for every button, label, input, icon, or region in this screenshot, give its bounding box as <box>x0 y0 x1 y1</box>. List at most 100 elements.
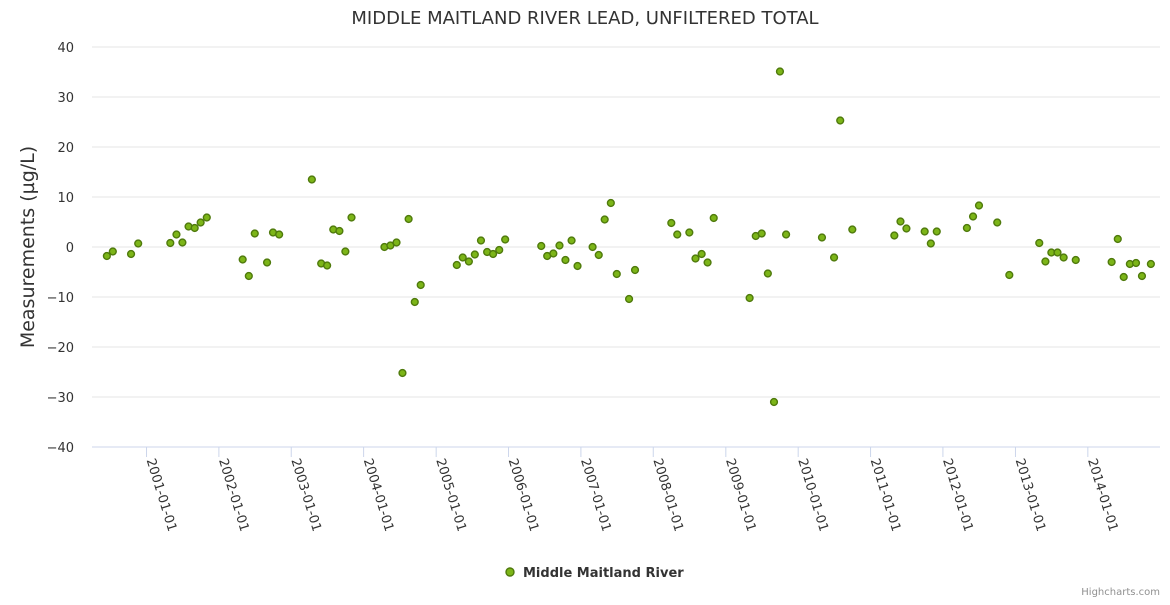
data-point[interactable] <box>594 250 603 260</box>
data-point[interactable] <box>817 233 827 242</box>
data-point[interactable] <box>392 238 401 247</box>
data-point[interactable] <box>404 214 413 224</box>
data-point[interactable] <box>1059 253 1068 262</box>
x-tick-label: 2011-01-01 <box>867 457 903 534</box>
data-point[interactable] <box>600 215 609 224</box>
data-point[interactable] <box>307 175 316 184</box>
data-point[interactable] <box>196 218 205 227</box>
data-point[interactable] <box>697 249 706 259</box>
data-point[interactable] <box>561 255 570 265</box>
data-point[interactable] <box>126 249 136 259</box>
y-axis-labels: 40 30 20 10 0 −10 −20 −30 −40 <box>47 41 74 456</box>
data-point[interactable] <box>537 241 546 251</box>
y-tick-label: −40 <box>47 441 74 456</box>
data-point[interactable] <box>573 261 582 271</box>
data-point[interactable] <box>555 241 564 250</box>
data-point[interactable] <box>416 280 425 290</box>
data-point[interactable] <box>703 258 712 267</box>
data-point[interactable] <box>667 218 676 228</box>
data-point[interactable] <box>673 230 682 239</box>
data-point[interactable] <box>624 294 634 304</box>
data-point[interactable] <box>974 201 984 210</box>
data-point[interactable] <box>398 368 407 378</box>
x-tick-label: 2014-01-01 <box>1084 457 1120 534</box>
data-point[interactable] <box>178 238 187 247</box>
y-tick-label: 20 <box>57 141 74 156</box>
data-point[interactable] <box>464 257 473 266</box>
data-point[interactable] <box>1146 259 1155 269</box>
data-point[interactable] <box>262 258 272 267</box>
data-point[interactable] <box>495 245 504 255</box>
data-point[interactable] <box>1041 257 1050 266</box>
data-point[interactable] <box>630 265 640 275</box>
x-tick-label: 2004-01-01 <box>360 457 396 534</box>
data-point[interactable] <box>410 297 419 307</box>
data-point[interactable] <box>745 293 754 303</box>
credits-link[interactable]: Highcharts.com <box>1081 587 1160 598</box>
data-point[interactable] <box>166 238 175 248</box>
data-point[interactable] <box>757 229 766 238</box>
data-point[interactable] <box>962 223 971 233</box>
data-point[interactable] <box>190 223 199 233</box>
data-point[interactable] <box>902 224 911 233</box>
data-point[interactable] <box>1113 234 1122 244</box>
legend-marker-icon[interactable] <box>505 567 515 577</box>
data-point[interactable] <box>993 218 1002 227</box>
data-point[interactable] <box>501 235 510 244</box>
data-point[interactable] <box>341 247 350 256</box>
x-tick-label: 2003-01-01 <box>287 457 323 534</box>
data-point[interactable] <box>763 269 772 278</box>
data-point[interactable] <box>335 226 344 236</box>
data-point[interactable] <box>488 249 498 259</box>
data-point[interactable] <box>458 253 467 262</box>
x-tick-label: 2008-01-01 <box>649 457 685 534</box>
x-axis <box>92 446 1160 457</box>
data-point[interactable] <box>775 67 785 76</box>
data-point[interactable] <box>202 213 211 222</box>
data-point[interactable] <box>1005 270 1014 280</box>
legend-item-label[interactable]: Middle Maitland River <box>523 566 684 581</box>
data-point[interactable] <box>567 236 576 245</box>
data-point[interactable] <box>769 397 779 407</box>
data-point[interactable] <box>968 212 978 221</box>
data-point[interactable] <box>250 229 259 238</box>
data-point[interactable] <box>549 249 558 258</box>
data-point[interactable] <box>1071 255 1080 265</box>
data-point[interactable] <box>1053 248 1062 257</box>
data-point[interactable] <box>836 116 845 125</box>
data-point[interactable] <box>470 250 479 259</box>
data-point[interactable] <box>238 255 247 264</box>
series-middle-maitland-river[interactable] <box>102 67 1155 407</box>
data-point[interactable] <box>709 213 718 223</box>
legend[interactable]: Middle Maitland River <box>505 566 684 581</box>
data-point[interactable] <box>476 236 486 245</box>
data-point[interactable] <box>890 231 899 240</box>
data-point[interactable] <box>452 260 461 270</box>
data-point[interactable] <box>896 217 905 226</box>
data-point[interactable] <box>848 225 857 234</box>
data-point[interactable] <box>1107 257 1116 267</box>
data-point[interactable] <box>108 247 117 256</box>
data-point[interactable] <box>244 271 253 281</box>
data-point[interactable] <box>932 227 941 236</box>
data-point[interactable] <box>102 251 111 261</box>
data-point[interactable] <box>926 239 935 248</box>
data-point[interactable] <box>347 213 356 222</box>
data-point[interactable] <box>323 261 332 270</box>
data-point[interactable] <box>1119 272 1128 282</box>
data-point[interactable] <box>134 239 143 248</box>
data-point[interactable] <box>606 198 615 208</box>
data-point[interactable] <box>1137 271 1147 281</box>
data-point[interactable] <box>172 230 181 239</box>
data-point[interactable] <box>275 230 284 239</box>
data-point[interactable] <box>612 269 621 279</box>
data-point[interactable] <box>691 254 700 263</box>
data-point[interactable] <box>781 230 791 239</box>
data-point[interactable] <box>588 242 597 252</box>
data-point[interactable] <box>920 227 929 236</box>
data-point[interactable] <box>685 228 694 237</box>
data-point[interactable] <box>1131 258 1141 268</box>
data-point[interactable] <box>1035 238 1044 248</box>
data-point[interactable] <box>829 253 839 262</box>
